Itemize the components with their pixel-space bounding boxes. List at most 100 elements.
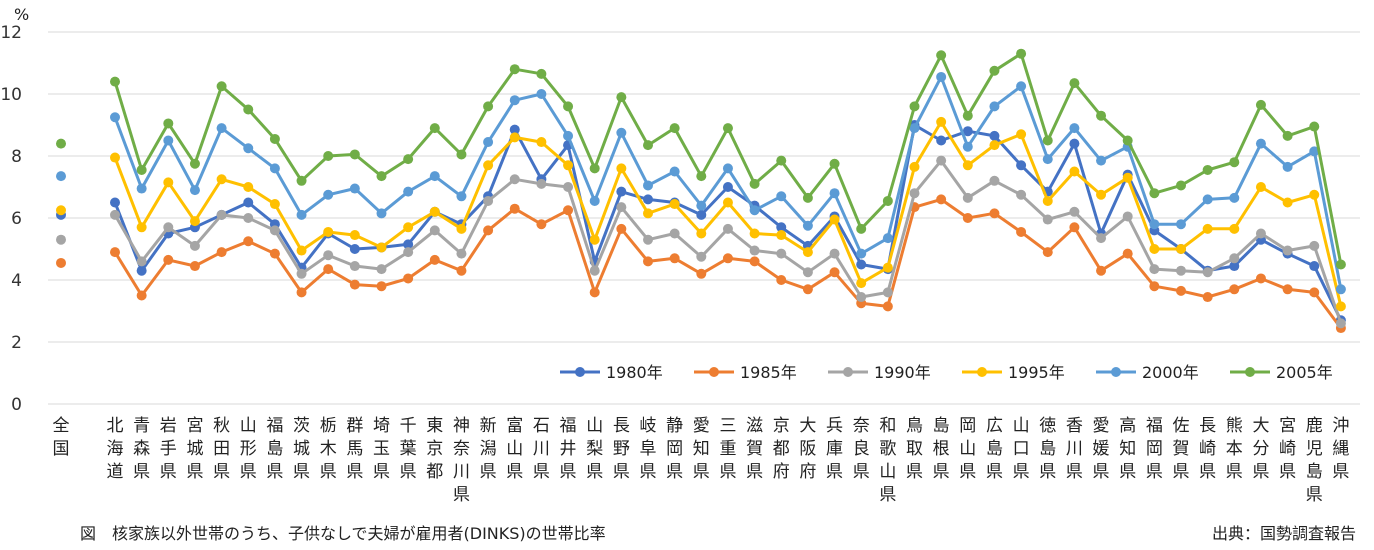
data-point — [909, 101, 920, 112]
category-label: 大分県 — [1252, 416, 1269, 482]
data-point — [1149, 219, 1160, 230]
chart-caption: 図 核家族以外世帯のうち、子供なしで夫婦が雇用者(DINKS)の世帯比率 — [80, 524, 606, 543]
y-tick-label: 0 — [11, 395, 22, 415]
data-point — [163, 135, 174, 146]
legend-label: 1980年 — [606, 363, 663, 382]
data-point — [589, 163, 600, 174]
category-label: 香川県 — [1066, 416, 1083, 482]
data-point — [483, 101, 494, 112]
category-label: 青森県 — [133, 416, 150, 482]
y-axis-unit: % — [14, 5, 29, 24]
data-point — [1335, 259, 1346, 270]
data-point — [243, 213, 254, 223]
data-point — [722, 163, 733, 174]
data-point — [936, 116, 947, 127]
category-label: 沖縄県 — [1332, 416, 1349, 482]
data-point — [216, 81, 227, 92]
data-point — [483, 137, 494, 148]
data-point — [376, 208, 387, 219]
data-point — [1096, 233, 1107, 244]
data-point — [1149, 244, 1160, 254]
data-point — [1176, 265, 1186, 276]
category-label: 佐賀県 — [1173, 416, 1190, 482]
data-point — [1122, 211, 1133, 222]
data-point — [989, 140, 1000, 151]
category-label: 静岡県 — [666, 416, 683, 482]
category-label: 和歌山県 — [879, 416, 896, 505]
category-label: 滋賀県 — [746, 416, 763, 482]
data-point — [1122, 248, 1133, 259]
data-point — [1202, 194, 1213, 205]
category-label: 福岡県 — [1146, 416, 1163, 482]
data-point — [776, 275, 787, 285]
data-point — [1069, 78, 1080, 89]
data-point — [1016, 189, 1027, 200]
data-point — [349, 149, 360, 160]
data-point — [163, 254, 174, 265]
data-point — [1016, 129, 1027, 140]
data-point — [936, 71, 947, 82]
data-point — [456, 265, 467, 276]
data-point — [856, 292, 867, 303]
data-point — [1255, 138, 1266, 149]
data-point — [349, 183, 360, 194]
data-point — [136, 183, 147, 194]
data-point — [669, 166, 680, 177]
data-point — [243, 197, 254, 208]
category-label: 鳥取県 — [906, 416, 923, 482]
data-point — [936, 135, 947, 146]
data-point — [776, 248, 787, 259]
national-points — [56, 138, 66, 268]
data-point — [669, 228, 680, 239]
data-point — [136, 290, 147, 301]
data-point — [962, 213, 973, 223]
y-tick-label: 10 — [0, 85, 22, 105]
category-label: 長崎県 — [1199, 416, 1216, 482]
data-point — [829, 158, 840, 169]
data-point — [323, 250, 334, 261]
category-label: 山口県 — [1013, 416, 1030, 482]
data-point — [1255, 273, 1266, 284]
data-point — [1096, 155, 1107, 166]
y-tick-label: 6 — [11, 209, 22, 229]
data-point — [376, 281, 387, 292]
data-point — [1176, 180, 1186, 191]
data-point — [403, 239, 414, 250]
data-point — [882, 195, 893, 206]
data-point — [589, 234, 600, 245]
data-point — [563, 160, 574, 171]
data-point — [1042, 195, 1053, 206]
x-axis-categories: 全国 北海道青森県岩手県宮城県秋田県山形県福島県茨城県栃木県群馬県埼玉県千葉県東京… — [53, 416, 1350, 505]
data-point — [563, 101, 574, 112]
data-point — [403, 186, 414, 197]
series-line — [110, 155, 1346, 329]
data-point — [429, 254, 440, 265]
legend-swatch-marker — [575, 367, 585, 377]
data-point — [509, 174, 520, 185]
data-point — [1042, 154, 1053, 165]
category-label: 愛知県 — [693, 416, 710, 482]
data-point — [1255, 99, 1266, 110]
data-point — [110, 152, 120, 163]
data-point — [616, 127, 627, 138]
category-label: 兵庫県 — [826, 416, 843, 482]
data-point — [1042, 214, 1053, 225]
legend-label: 1985年 — [740, 363, 797, 382]
data-point — [802, 247, 813, 258]
data-point — [136, 222, 147, 233]
data-point — [269, 225, 280, 236]
data-point — [1096, 189, 1107, 200]
data-point — [216, 123, 227, 134]
data-point — [1069, 123, 1080, 134]
category-label: 鹿児島県 — [1306, 416, 1323, 505]
data-point — [1229, 284, 1240, 295]
data-point — [349, 261, 360, 272]
data-point — [509, 132, 520, 143]
category-label: 宮崎県 — [1279, 416, 1296, 482]
data-point — [1335, 318, 1346, 329]
data-point — [456, 191, 467, 202]
series-line — [110, 71, 1346, 295]
data-point — [643, 234, 653, 245]
data-point — [749, 178, 760, 189]
data-point — [696, 171, 707, 182]
